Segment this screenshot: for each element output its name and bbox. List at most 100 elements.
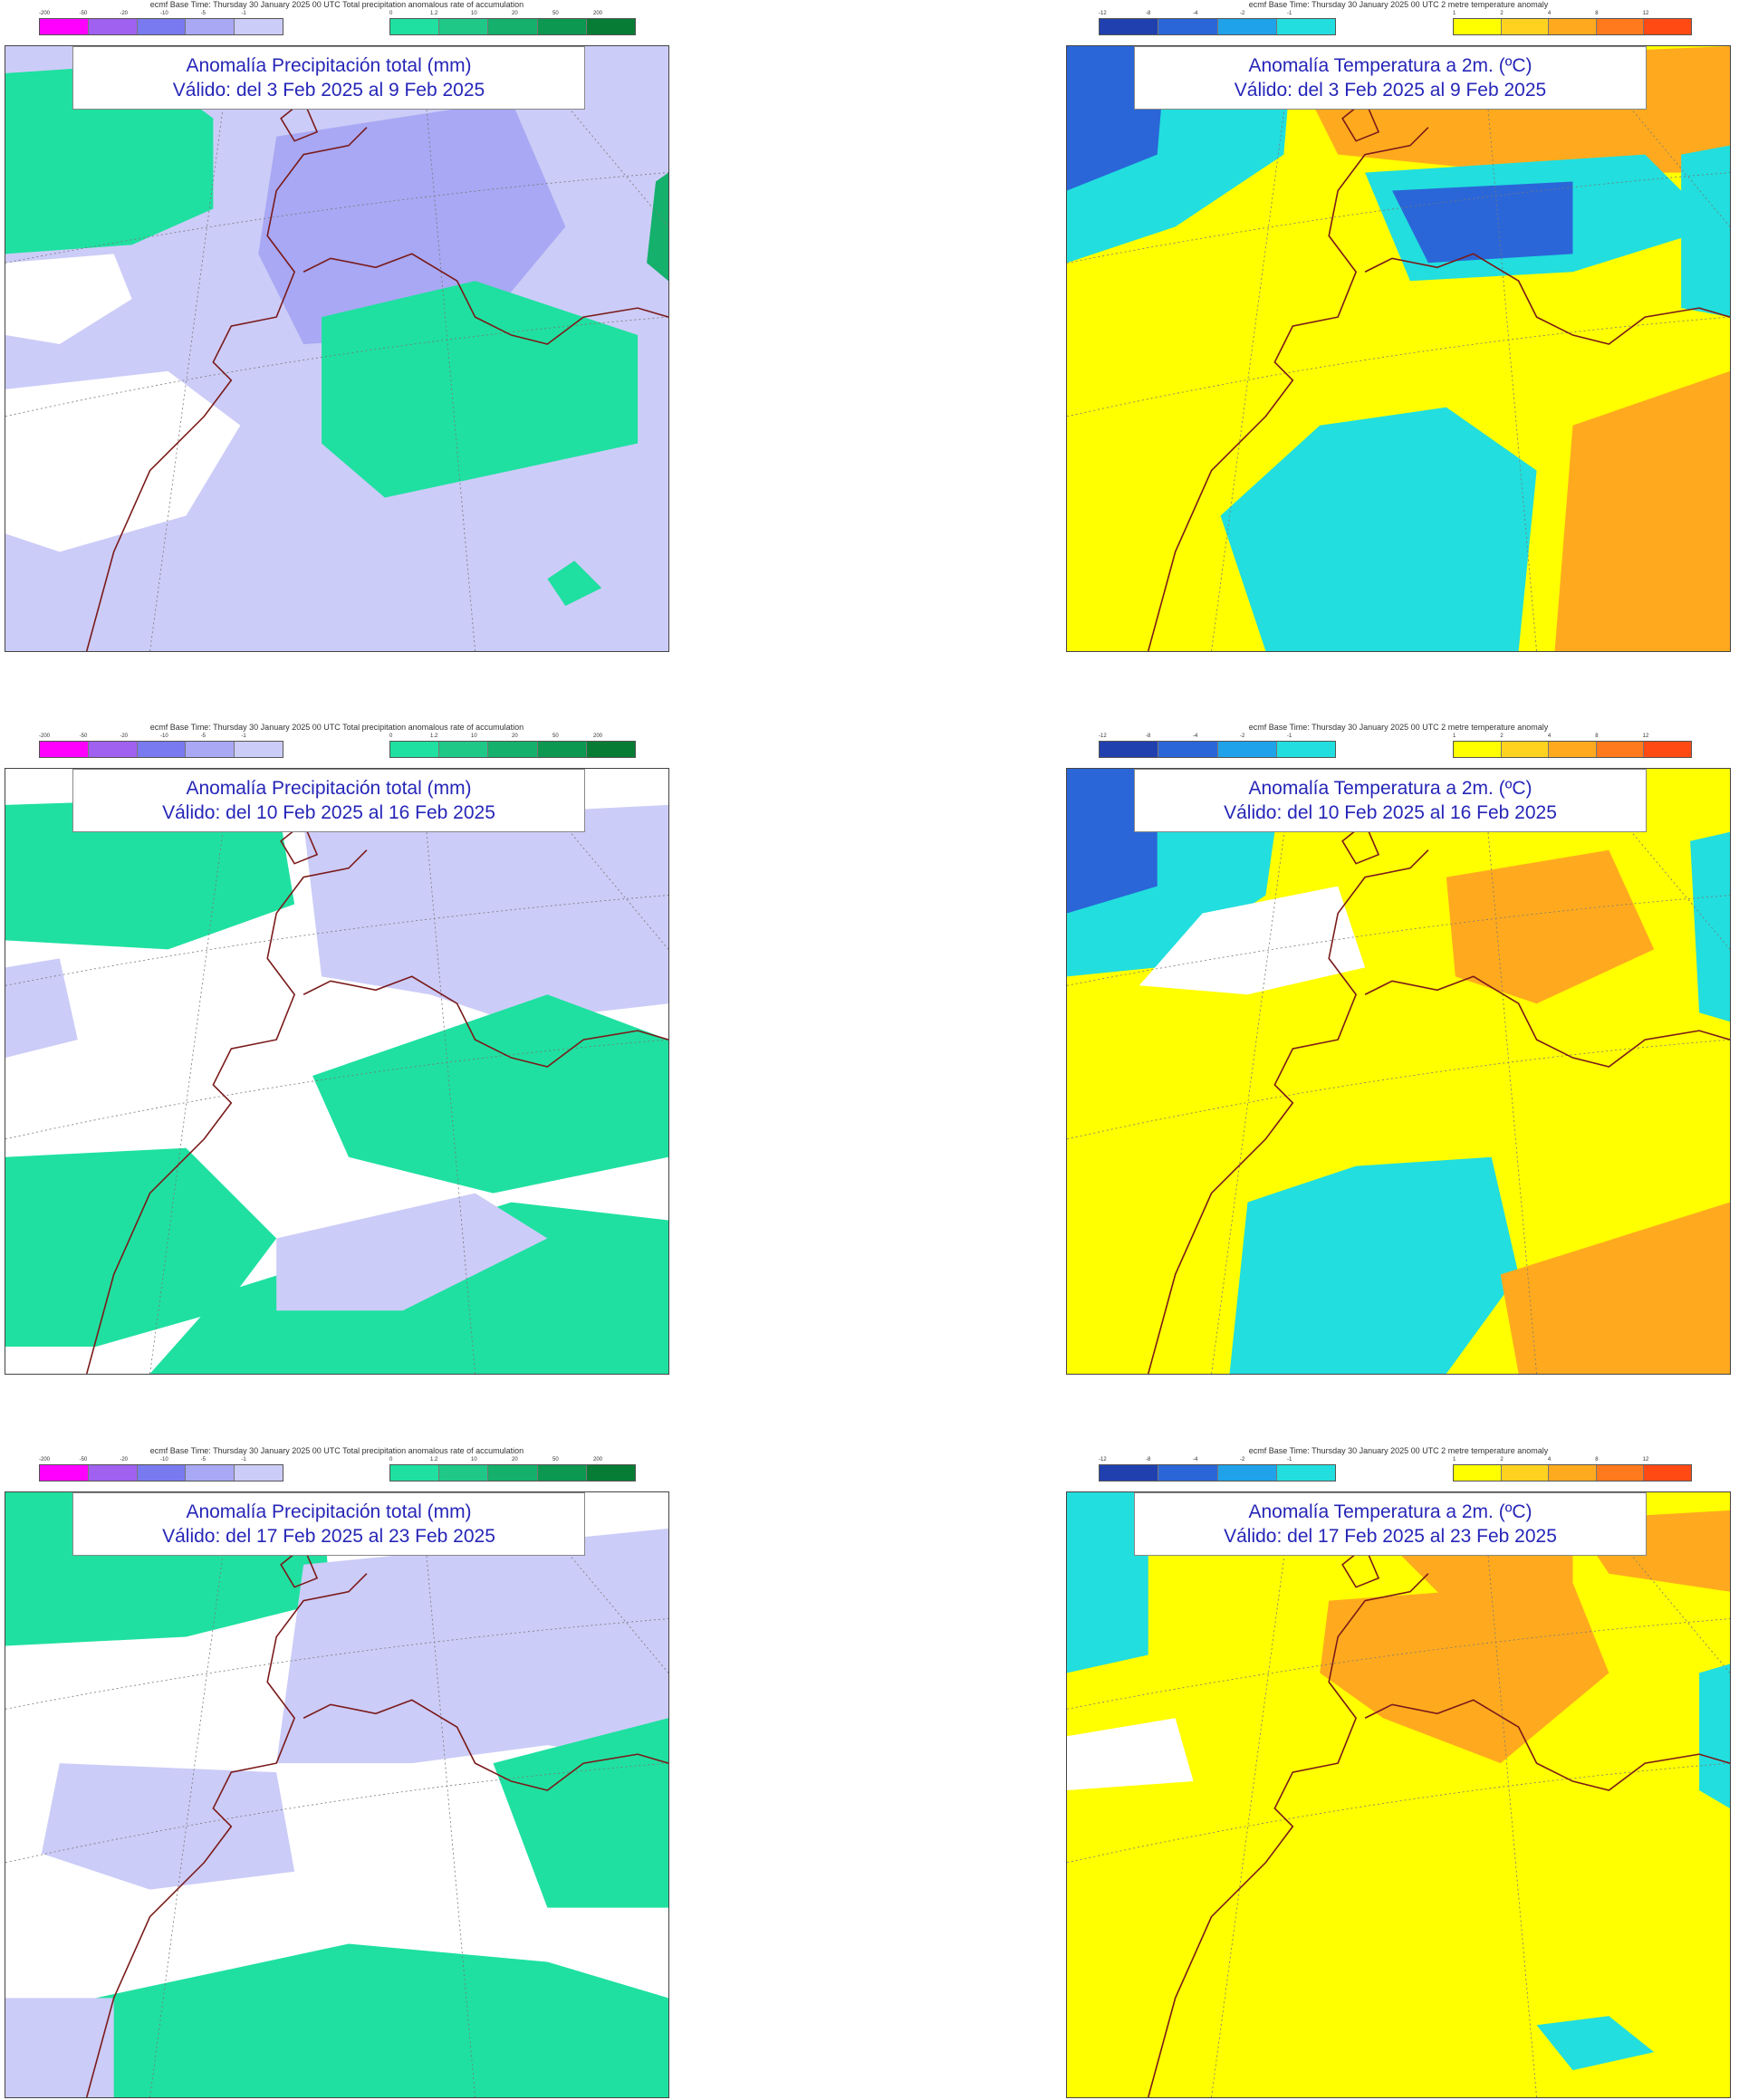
legend-swatch [1501,1465,1550,1481]
legend-swatch [488,1465,538,1481]
legend-swatch [137,19,187,34]
legend-tick-label: 1.2 [430,734,438,739]
legend-tick-label: 20 [512,11,518,16]
legend-ticks-warm: 1 2 4 8 12 [1453,734,1690,741]
legend-swatch [40,1465,89,1481]
legend-tick-label: -1 [241,734,246,739]
legend-tick-label: 0 [389,734,393,739]
legend-tick-label: 12 [1642,11,1649,16]
anomaly-region [5,958,78,1059]
legend-tick-label: 4 [1547,1457,1552,1462]
precip-anomaly-map-week2: ecmf Base Time: Thursday 30 January 2025… [5,723,669,1376]
anomaly-region [493,1718,668,1908]
legend-swatch [88,1465,138,1481]
legend-colorbar-cold [1099,741,1336,758]
legend-colorbar-wet [389,741,636,758]
anomaly-region [312,994,668,1194]
legend-tick-label: -12 [1099,734,1107,739]
legend-ticks-wet: 0 1.2 10 20 50 200 [389,1457,634,1464]
legend-colorbar-warm [1453,1464,1692,1482]
legend-tick-label: -2 [1240,11,1245,16]
legend-tick-label: -8 [1146,1457,1151,1462]
map-title-box: Anomalía Precipitación total (mm) Válido… [72,46,585,110]
anomaly-region [5,63,214,254]
map-valid-period: Válido: del 10 Feb 2025 al 16 Feb 2025 [162,802,495,823]
legend-tick-label: -10 [160,11,168,16]
map-header: ecmf Base Time: Thursday 30 January 2025… [1066,723,1731,761]
legend-tick-label: 2 [1500,734,1504,739]
graticule-line [420,46,476,651]
map-header: ecmf Base Time: Thursday 30 January 2025… [1066,0,1731,38]
coastline [85,821,668,1374]
temp-anomaly-map-week2: ecmf Base Time: Thursday 30 January 2025… [1066,723,1731,1376]
legend-swatch [439,19,489,34]
legend-tick-label: 4 [1547,11,1552,16]
legend-ticks-wet: 0 1.2 10 20 50 200 [389,11,634,18]
legend-tick-label: -1 [1287,1457,1292,1462]
legend-colorbar-cold [1099,1464,1336,1482]
legend-swatch [1217,742,1277,757]
legend-swatch [1158,742,1218,757]
legend-swatch [40,19,89,34]
coastline [85,1545,668,2097]
base-time-label: ecmf Base Time: Thursday 30 January 2025… [149,0,524,9]
legend-tick-label: -8 [1146,734,1151,739]
legend-colorbar-cold [1099,18,1336,35]
anomaly-region [5,370,241,552]
map-graphic [5,769,668,1374]
legend-tick-label: 1 [1453,11,1456,16]
map-valid-period: Válido: del 3 Feb 2025 al 9 Feb 2025 [1234,80,1547,101]
precip-anomaly-map-week3: ecmf Base Time: Thursday 30 January 2025… [5,1446,669,2100]
map-area: Anomalía Precipitación total (mm) Válido… [5,1491,669,2098]
legend-tick-label: 10 [471,11,477,16]
legend-swatch [1100,19,1159,34]
legend-tick-label: -10 [160,734,168,739]
map-title-box: Anomalía Precipitación total (mm) Válido… [72,769,585,832]
legend-swatch [1549,19,1597,34]
legend-swatch [1276,19,1335,34]
legend-swatch [1501,742,1550,757]
base-time-label: ecmf Base Time: Thursday 30 January 2025… [149,1446,524,1455]
legend-swatch [1217,1465,1277,1481]
legend-ticks-dry: -200 -50 -20 -10 -5 -1 [39,734,282,741]
legend-tick-label: 1.2 [430,1457,438,1462]
legend-swatch [1217,19,1277,34]
legend-swatch [488,19,538,34]
legend-swatch [1549,742,1597,757]
legend-tick-label: -5 [200,734,207,739]
precip-anomaly-map-week1: ecmf Base Time: Thursday 30 January 2025… [5,0,669,654]
legend-tick-label: -50 [79,1457,88,1462]
legend-swatch [1501,19,1550,34]
legend-swatch [586,1465,636,1481]
temp-anomaly-map-week3: ecmf Base Time: Thursday 30 January 2025… [1066,1446,1731,2100]
legend-swatch [235,1465,283,1481]
map-title: Anomalía Temperatura a 2m. (ºC) [1248,778,1532,799]
legend-tick-label: 50 [552,1457,559,1462]
legend-tick-label: 1 [1453,734,1456,739]
map-title: Anomalía Temperatura a 2m. (ºC) [1248,1501,1532,1522]
legend-tick-label: -2 [1240,734,1245,739]
legend-colorbar-dry [39,18,283,35]
anomaly-region [1139,886,1366,995]
legend-tick-label: 50 [552,11,559,16]
legend-swatch [1454,19,1502,34]
legend-tick-label: 10 [471,734,477,739]
base-time-label: ecmf Base Time: Thursday 30 January 2025… [1248,1446,1549,1455]
legend-ticks-cold: -12 -8 -4 -2 -1 [1099,1457,1334,1464]
legend-tick-label: -50 [79,11,88,16]
legend-tick-label: -20 [120,11,129,16]
legend-tick-label: -5 [200,1457,207,1462]
legend-ticks-warm: 1 2 4 8 12 [1453,11,1690,18]
temp-anomaly-map-week1: ecmf Base Time: Thursday 30 January 2025… [1066,0,1731,654]
legend-tick-label: -2 [1240,1457,1245,1462]
legend-swatch [390,19,440,34]
anomaly-region [1067,1718,1194,1791]
legend-swatch [1454,742,1502,757]
legend-tick-label: -5 [200,11,207,16]
coastline [85,99,668,651]
map-title: Anomalía Precipitación total (mm) [186,778,472,799]
legend-colorbar-warm [1453,18,1692,35]
legend-swatch [1596,1465,1645,1481]
legend-tick-label: -8 [1146,11,1151,16]
legend-swatch [1454,1465,1502,1481]
